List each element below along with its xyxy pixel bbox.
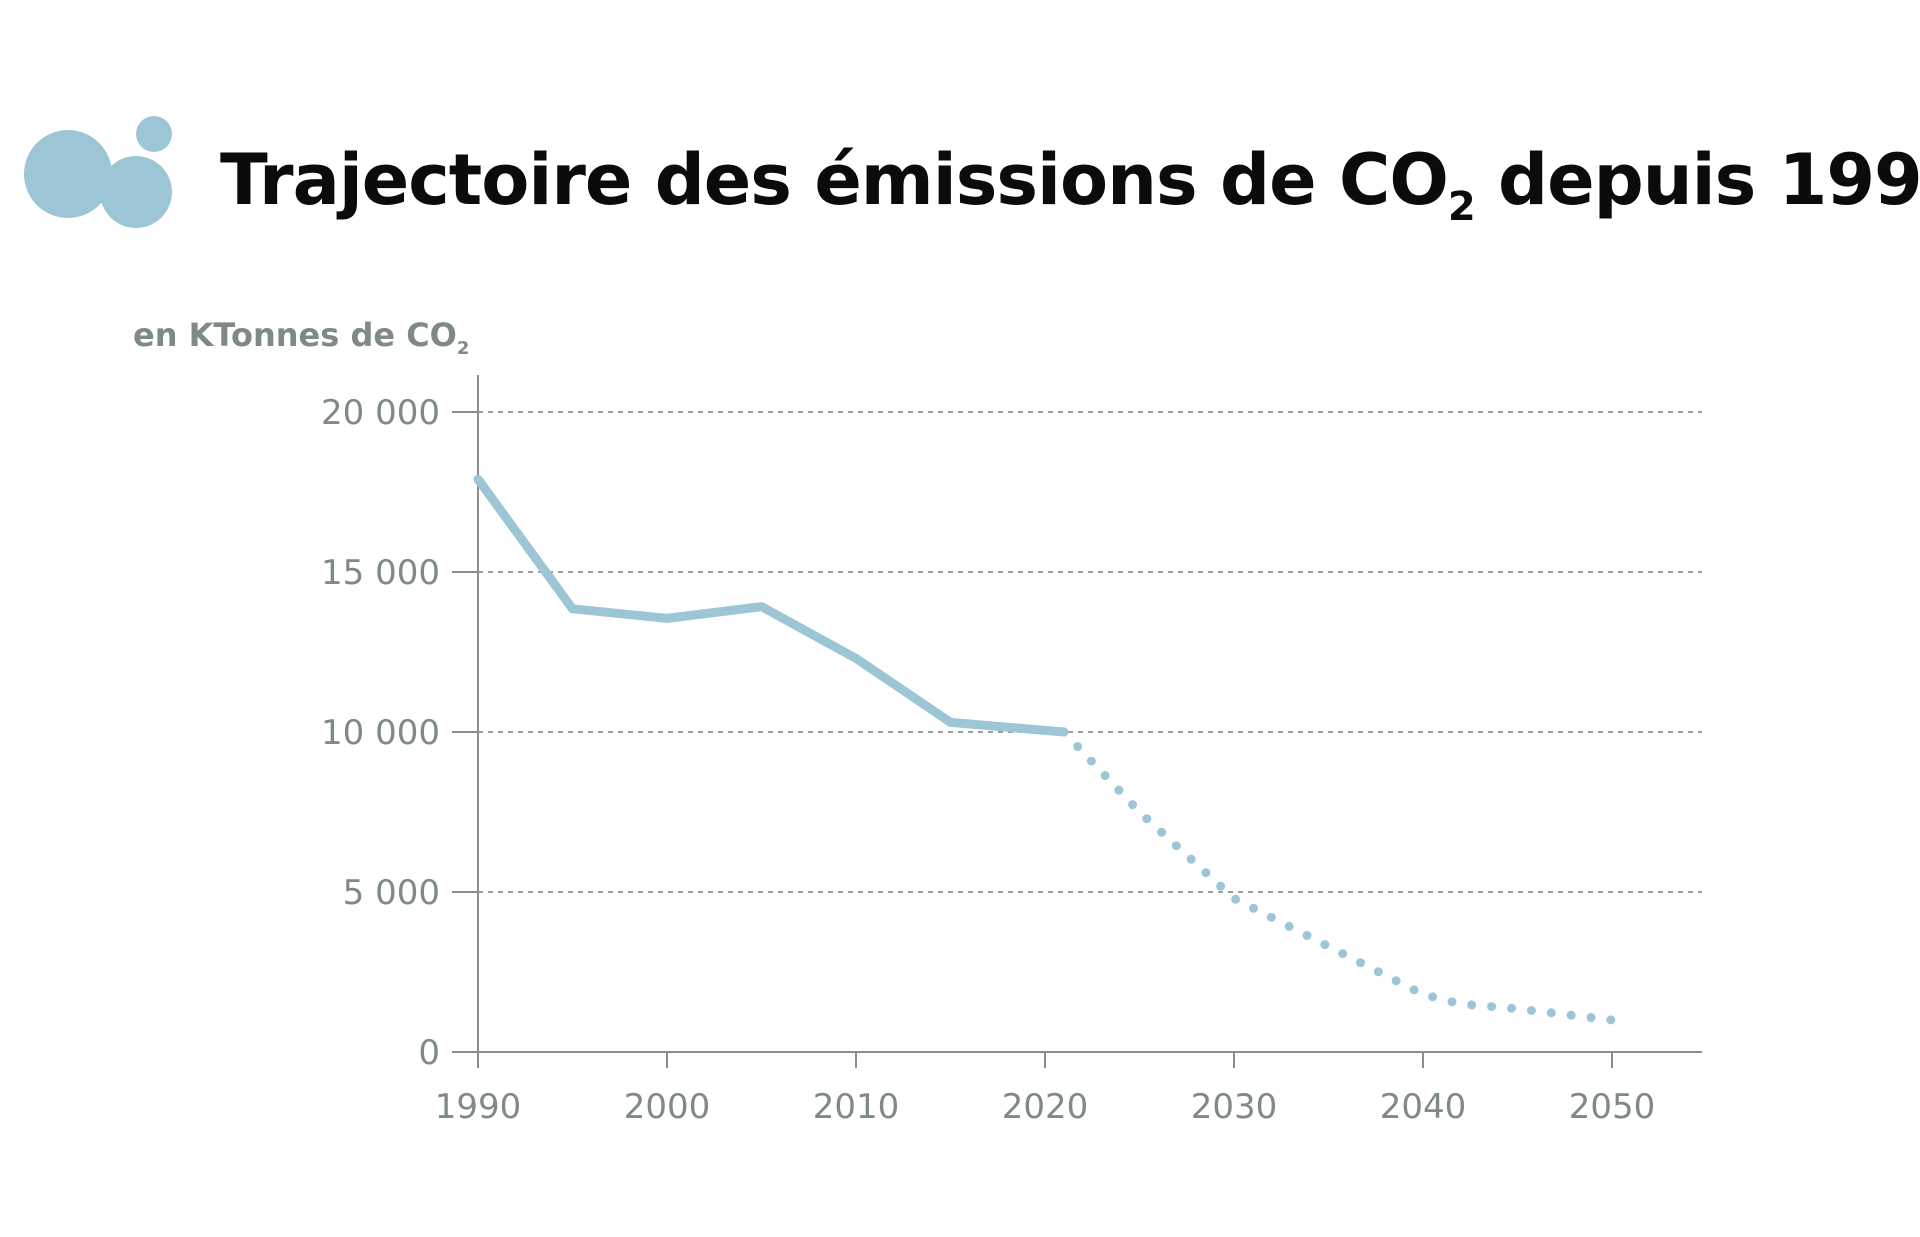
- series-line-historique: [473, 474, 1069, 737]
- bubbles-logo-icon: [24, 116, 172, 228]
- chart-title-subscript: 2: [1447, 184, 1476, 230]
- y-tick-label-5000: 5 000: [343, 873, 440, 913]
- chart-title: Trajectoire des émissions de CO2 depuis …: [220, 139, 1920, 227]
- title-area: Trajectoire des émissions de CO2 depuis …: [24, 100, 1920, 260]
- x-tick-label-2000: 2000: [624, 1087, 711, 1127]
- y-tick-label-0: 0: [418, 1033, 440, 1073]
- gridlines: [478, 411, 1702, 893]
- x-tick-label-2040: 2040: [1380, 1087, 1467, 1127]
- series-line-trajectoire: [1059, 727, 1617, 1025]
- axes: [452, 375, 1702, 1068]
- x-tick-label-2030: 2030: [1191, 1087, 1278, 1127]
- chart-title-main: Trajectoire des émissions de CO: [220, 139, 1449, 221]
- y-tick-label-20000: 20 000: [321, 393, 440, 433]
- x-tick-label-2010: 2010: [813, 1087, 900, 1127]
- y-tick-label-10000: 10 000: [321, 713, 440, 753]
- y-tick-label-15000: 15 000: [321, 553, 440, 593]
- x-tick-label-2050: 2050: [1569, 1087, 1656, 1127]
- y-axis-unit-subscript: 2: [456, 338, 470, 359]
- x-tick-label-1990: 1990: [435, 1087, 522, 1127]
- x-tick-label-2020: 2020: [1002, 1087, 1089, 1127]
- y-axis-unit-main: en KTonnes de CO: [133, 316, 457, 354]
- tick-labels: 0 5 000 10 000 15 000 20 000 1990 2000 2010 2020…: [321, 393, 1655, 1127]
- y-axis-unit-label: en KTonnes de CO2: [133, 316, 469, 358]
- series: [473, 474, 1617, 1025]
- chart-title-suffix: depuis 1990: [1474, 139, 1920, 221]
